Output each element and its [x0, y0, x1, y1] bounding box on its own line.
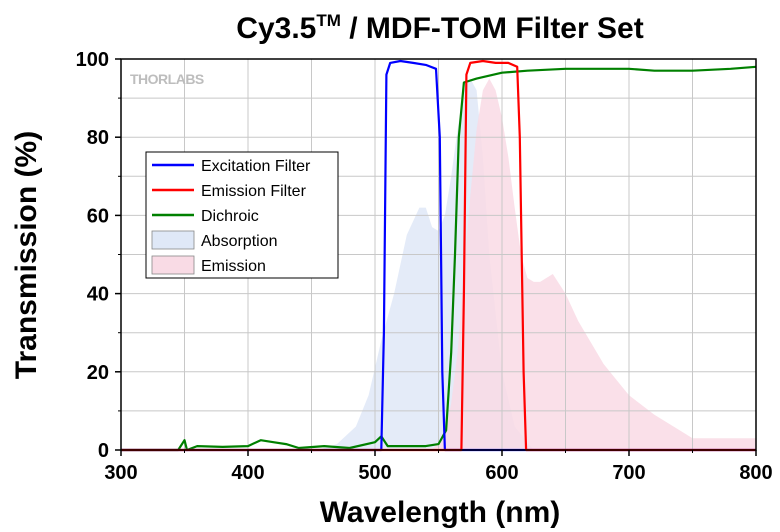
y-tick-label: 60	[87, 205, 109, 227]
chart-title: Cy3.5TM / MDF-TOM Filter Set	[236, 11, 643, 45]
legend-label-emission: Emission	[201, 258, 266, 275]
legend-label-emission-filter: Emission Filter	[201, 183, 307, 200]
x-tick-label: 600	[485, 462, 518, 484]
line-dichroic	[121, 65, 757, 452]
x-tick-label: 400	[231, 462, 264, 484]
y-tick-label: 0	[98, 440, 109, 462]
legend-items: Excitation Filter Emission Filter Dichroic…	[151, 158, 311, 275]
y-tick-label: 80	[87, 127, 109, 149]
chart-title-main: Cy3.5	[236, 12, 316, 45]
x-tick-label: 500	[358, 462, 391, 484]
legend-swatch-emission	[151, 255, 195, 275]
y-tick-label: 40	[87, 284, 109, 306]
area-emission	[121, 78, 756, 450]
line-series-group	[121, 59, 757, 452]
legend: Excitation Filter Emission Filter Dichroic…	[145, 151, 339, 279]
line-emission-filter	[121, 59, 756, 452]
x-tick-label: 700	[612, 462, 645, 484]
x-tick-label: 800	[739, 462, 772, 484]
chart-title-rest: / MDF-TOM Filter Set	[341, 12, 644, 45]
thorlabs-watermark: THORLABS	[130, 71, 204, 87]
y-tick-label: 20	[87, 362, 109, 384]
line-excitation-filter	[121, 59, 756, 452]
chart-title-superscript: TM	[316, 11, 341, 30]
y-axis-label: Transmission (%)	[10, 131, 43, 379]
legend-label-absorption: Absorption	[201, 233, 278, 250]
legend-label-excitation-filter: Excitation Filter	[201, 158, 311, 175]
legend-label-dichroic: Dichroic	[201, 208, 259, 225]
axis-ticks: 300 400 500 600 700 800 0 20 40 60 80 100	[76, 49, 773, 484]
x-axis-label: Wavelength (nm)	[320, 496, 561, 529]
x-tick-label: 300	[104, 462, 137, 484]
legend-swatch-absorption	[151, 230, 195, 250]
y-tick-label: 100	[76, 49, 109, 71]
